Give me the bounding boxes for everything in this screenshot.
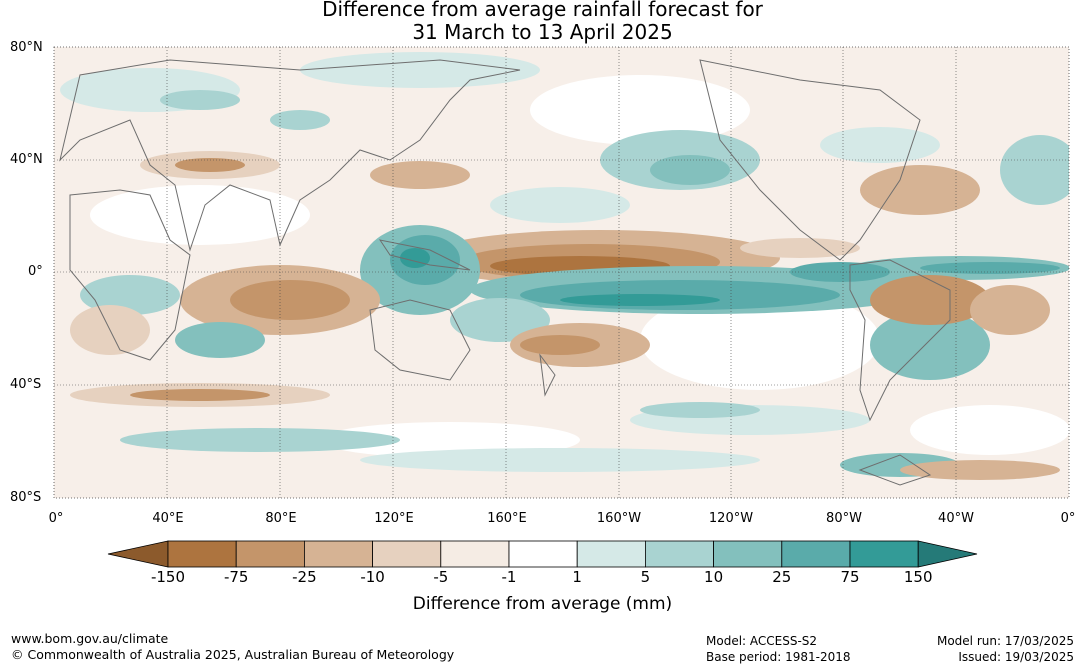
- lat-label-40n: 40°N: [10, 152, 43, 167]
- lon-label-160e: 160°E: [487, 511, 527, 526]
- colorbar-swatch: [303, 540, 373, 568]
- lon-label-80w: 80°W: [826, 511, 862, 526]
- colorbar-swatch: [508, 540, 578, 568]
- colorbar-arrow-high: [917, 540, 978, 568]
- lon-label-0-west: 0°: [48, 511, 64, 526]
- footer-copyright: © Commonwealth of Australia 2025, Austra…: [11, 647, 455, 662]
- colorbar-tick-label: 1: [572, 568, 582, 586]
- map-title-line2: 31 March to 13 April 2025: [412, 20, 673, 44]
- footer-model: Model: ACCESS-S2: [706, 634, 818, 648]
- colorbar-tick-label: 150: [903, 568, 933, 586]
- lat-label-40s: 40°S: [10, 377, 42, 392]
- colorbar-swatch: [440, 540, 510, 568]
- colorbar-swatch: [645, 540, 715, 568]
- lon-label-40w: 40°W: [938, 511, 974, 526]
- footer-base-period: Base period: 1981-2018: [706, 650, 851, 664]
- lon-label-80e: 80°E: [265, 511, 297, 526]
- colorbar-swatch: [849, 540, 919, 568]
- colorbar-unit-label: Difference from average (mm): [412, 594, 673, 614]
- colorbar-tick-label: 5: [640, 568, 651, 586]
- colorbar-tick-label: 75: [840, 568, 860, 586]
- map-field: [54, 47, 1069, 498]
- map-frame: [53, 46, 1070, 499]
- lon-label-120e: 120°E: [374, 511, 414, 526]
- colorbar-tick-label: 25: [772, 568, 792, 586]
- colorbar-tick-label: -10: [360, 568, 385, 586]
- footer-model-run: Model run: 17/03/2025: [936, 634, 1074, 648]
- lat-label-0: 0°: [28, 264, 43, 279]
- lon-label-40e: 40°E: [152, 511, 184, 526]
- lat-label-80s: 80°S: [10, 490, 42, 505]
- lat-label-80n: 80°N: [10, 40, 43, 55]
- lon-label-120w: 120°W: [708, 511, 754, 526]
- colorbar-tick-label: -25: [292, 568, 317, 586]
- coastlines: [59, 59, 951, 486]
- colorbar-tick-label: -150: [150, 568, 186, 586]
- colorbar-arrow-low: [107, 540, 169, 568]
- footer-issued: Issued: 19/03/2025: [958, 650, 1074, 664]
- graticule: [54, 47, 1069, 498]
- footer-url[interactable]: www.bom.gov.au/climate: [11, 631, 169, 646]
- colorbar-tick-label: -1: [501, 568, 517, 586]
- colorbar-tick-label: 10: [704, 568, 724, 586]
- colorbar-swatch: [576, 540, 646, 568]
- colorbar-swatch: [781, 540, 851, 568]
- colorbar: [107, 540, 978, 568]
- colorbar-tick-label: -75: [223, 568, 249, 586]
- map-title-line1: Difference from average rainfall forecas…: [322, 0, 763, 21]
- colorbar-swatch: [713, 540, 783, 568]
- lon-label-0-east: 0°: [1060, 511, 1076, 526]
- colorbar-swatch: [372, 540, 442, 568]
- lon-label-160w: 160°W: [596, 511, 642, 526]
- colorbar-swatch: [167, 540, 237, 568]
- colorbar-swatch: [235, 540, 305, 568]
- colorbar-tick-label: -5: [433, 568, 449, 586]
